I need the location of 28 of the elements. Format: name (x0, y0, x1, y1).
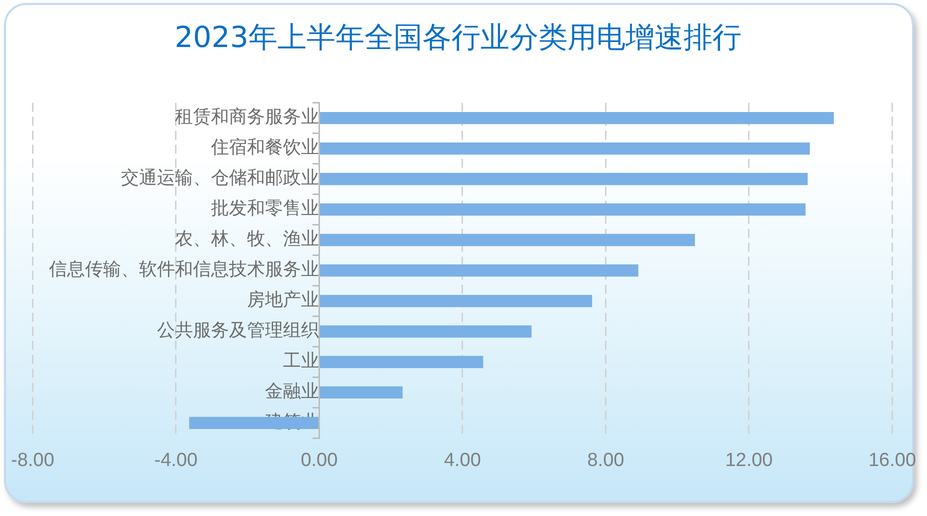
bar (320, 142, 810, 155)
bar (320, 234, 695, 246)
bar (320, 386, 403, 399)
x-tick-label: -4.00 (154, 450, 198, 471)
x-tick-label: 12.00 (725, 450, 773, 471)
x-tick-label: 0.00 (300, 450, 338, 471)
bar (320, 203, 806, 216)
x-tick-label: 16.00 (868, 450, 916, 471)
bar (320, 294, 592, 308)
y-tick-label: 批发和零售业 (211, 198, 320, 220)
y-tick-label: 金融业 (265, 381, 320, 402)
bar (320, 112, 834, 124)
bar (320, 172, 808, 186)
bar (320, 356, 484, 368)
y-tick-label: 信息传输、软件和信息技术服务业 (49, 259, 320, 280)
y-tick-label: 房地产业 (247, 290, 320, 311)
y-tick-label: 交通运输、仓储和邮政业 (121, 168, 320, 189)
y-tick-label: 租赁和商务服务业 (175, 106, 320, 128)
chart-title: 2023年上半年全国各行业分类用电增速排行 (174, 20, 742, 54)
y-tick-label: 工业 (283, 350, 320, 372)
x-tick-label: -8.00 (10, 450, 54, 471)
y-tick-label: 住宿和餐饮业 (210, 137, 320, 158)
y-tick-label: 公共服务及管理组织 (157, 320, 320, 342)
bar (320, 325, 532, 338)
bar (320, 264, 638, 277)
x-tick-label: 4.00 (444, 450, 481, 471)
y-tick-label: 农、林、牧、渔业 (175, 228, 320, 250)
x-tick-label: 8.00 (587, 450, 624, 471)
